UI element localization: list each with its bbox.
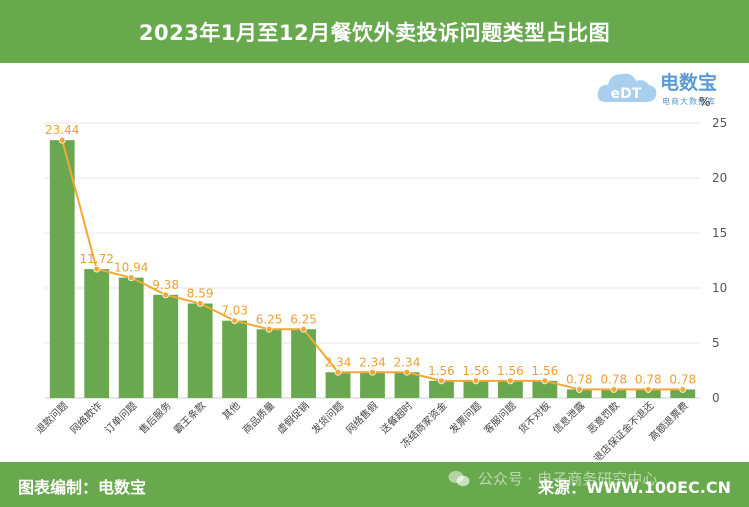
y-tick-label: 10 [712, 281, 727, 295]
x-tick-label: 退款问题 [33, 399, 70, 436]
bar [49, 140, 75, 398]
y-tick-label: 15 [712, 226, 727, 240]
trend-point [300, 325, 307, 333]
bar [222, 320, 248, 398]
cloud-logo-icon: eDT [597, 73, 657, 102]
chart-title: 2023年1月至12月餐饮外卖投诉问题类型占比图 [138, 20, 611, 45]
data-label: 0.78 [669, 372, 696, 386]
trend-point [679, 386, 687, 393]
logo-name: 电数宝 [660, 72, 718, 94]
bar [360, 372, 385, 398]
x-tick-label: 霸王条款 [171, 399, 208, 436]
bar [256, 329, 282, 398]
bar [601, 389, 627, 398]
trend-point [127, 274, 135, 282]
data-label: 7.03 [221, 304, 248, 318]
data-label: 8.59 [187, 287, 214, 301]
bar [670, 389, 696, 398]
chart-header: 2023年1月至12月餐饮外卖投诉问题类型占比图 [0, 0, 749, 63]
watermark-text: 公众号 · 电子商务研究中心 [478, 470, 658, 488]
data-label: 1.56 [428, 364, 455, 378]
data-label: 1.56 [497, 364, 524, 378]
trend-point [438, 377, 445, 385]
bar [84, 269, 110, 398]
x-tick-label: 发货问题 [309, 399, 346, 436]
data-label: 0.78 [635, 372, 662, 386]
trend-point [196, 300, 204, 307]
x-tick-label: 商品质量 [240, 399, 277, 436]
x-tick-label: 恶意罚款 [584, 399, 621, 436]
trend-point [93, 265, 101, 273]
logo-tagline: 电商大数据库 [662, 97, 716, 106]
bar [635, 389, 661, 398]
y-tick-label: 20 [712, 171, 727, 185]
x-tick-label: 客服问题 [481, 399, 518, 436]
trend-point [334, 368, 342, 376]
bar [497, 380, 523, 398]
bar [429, 380, 454, 398]
y-tick-label: 5 [712, 336, 720, 350]
x-tick-label: 订单问题 [102, 399, 139, 436]
x-tick-label: 网络售假 [343, 399, 380, 436]
trend-point [472, 377, 480, 385]
logo-mark: eDT [611, 86, 642, 102]
bar [118, 277, 144, 398]
data-label: 2.34 [359, 355, 386, 369]
trend-point [575, 386, 583, 393]
data-label: 2.34 [325, 355, 352, 369]
chart-credit: 图表编制：电数宝 [18, 478, 147, 497]
chart-footer: 图表编制：电数宝 公众号 · 电子商务研究中心 来源：WWW.100EC.CN [0, 462, 749, 507]
bar [566, 389, 592, 398]
bar [153, 294, 179, 398]
bar [325, 372, 351, 398]
trend-point [369, 368, 376, 376]
x-tick-label: 信息泄露 [550, 399, 587, 436]
data-label: 9.38 [152, 278, 179, 292]
trend-point [506, 377, 514, 385]
y-axis-unit: % [699, 95, 710, 109]
y-tick-label: 25 [712, 116, 727, 130]
data-label: 23.44 [45, 123, 79, 137]
trend-point [58, 136, 66, 144]
data-label: 10.94 [114, 261, 148, 275]
trend-point [610, 386, 618, 393]
data-label: 11.72 [80, 252, 114, 266]
bar [394, 372, 420, 398]
data-label: 0.78 [600, 372, 627, 386]
data-label: 2.34 [394, 355, 421, 369]
chart-source: 来源：WWW.100EC.CN [537, 478, 731, 497]
x-tick-label: 售后服务 [136, 399, 173, 436]
bar [463, 380, 489, 398]
x-tick-label: 其他 [219, 399, 242, 422]
x-tick-label: 网络欺诈 [67, 399, 104, 436]
bar [187, 303, 213, 398]
x-tick-label: 货不对板 [516, 399, 553, 436]
data-label: 0.78 [566, 372, 593, 386]
data-label: 6.25 [290, 312, 317, 326]
trend-point [541, 377, 549, 385]
data-label: 1.56 [532, 364, 559, 378]
bar [532, 380, 558, 398]
wechat-icon [448, 470, 470, 488]
trend-point [265, 325, 273, 333]
x-tick-label: 发票问题 [447, 399, 484, 436]
edt-logo: eDT 电数宝 电商大数据库 [596, 66, 746, 110]
trend-point [644, 386, 652, 393]
x-tick-label: 虚假促销 [274, 399, 311, 436]
watermark: 公众号 · 电子商务研究中心 [448, 468, 657, 489]
x-tick-label: 送餐超时 [378, 399, 415, 436]
trend-point [231, 317, 239, 325]
data-label: 6.25 [256, 312, 283, 326]
data-label: 1.56 [463, 364, 490, 378]
trend-point [403, 368, 411, 376]
trend-point [162, 291, 170, 299]
y-tick-label: 0 [712, 391, 720, 405]
